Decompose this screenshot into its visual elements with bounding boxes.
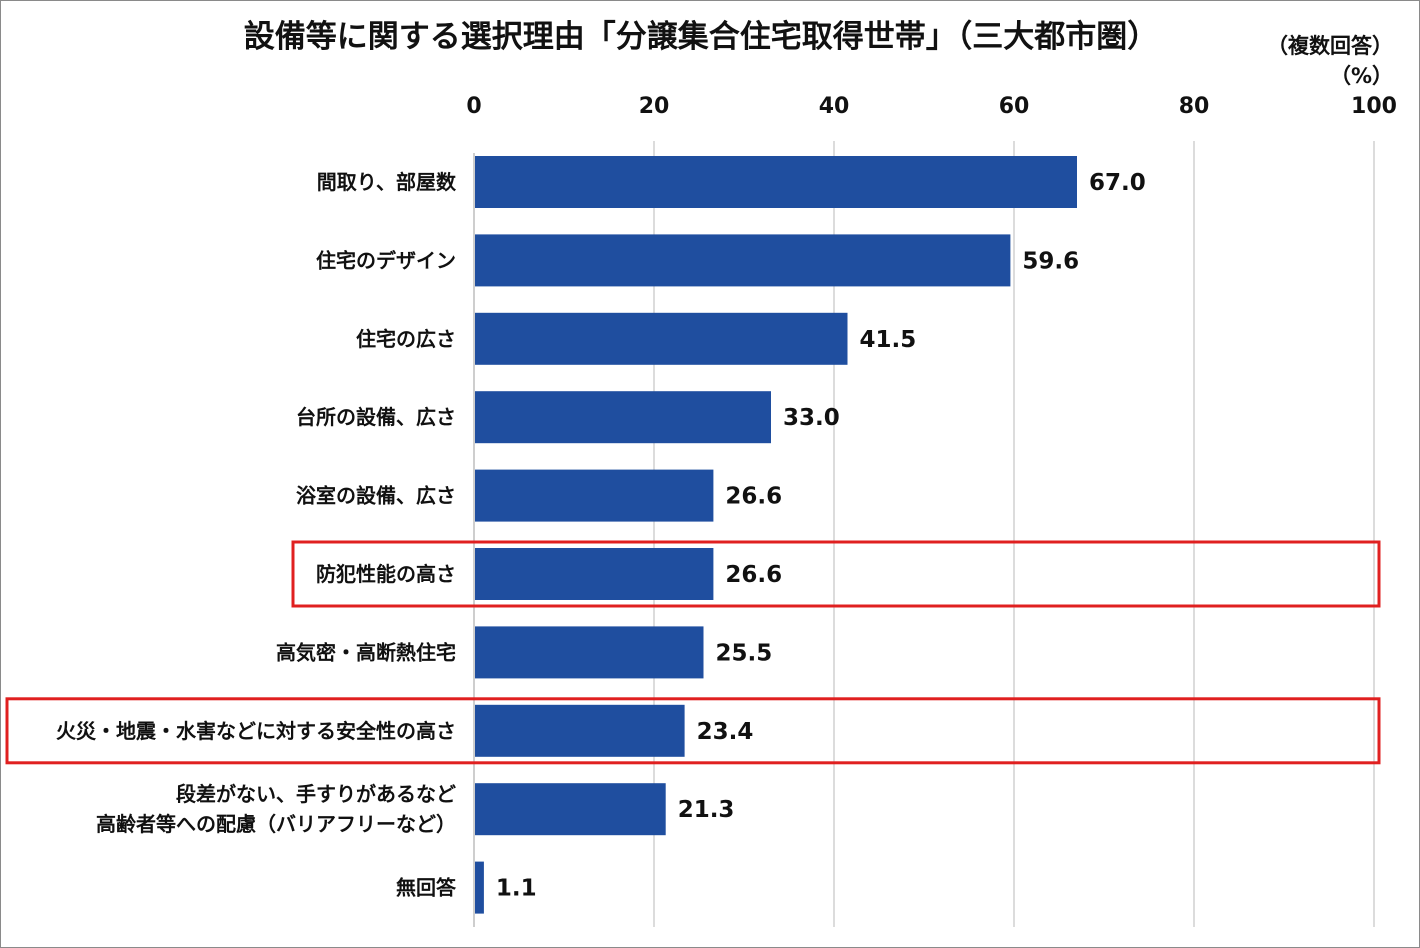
data-label: 67.0: [1089, 170, 1146, 196]
bar: [475, 469, 714, 522]
category-label: 高齢者等への配慮（バリアフリーなど）: [96, 812, 456, 836]
category-label: 火災・地震・水害などに対する安全性の高さ: [56, 719, 456, 743]
data-label: 26.6: [725, 484, 782, 510]
x-tick-label: 20: [639, 94, 670, 119]
category-label: 間取り、部屋数: [317, 170, 457, 194]
data-label: 25.5: [716, 640, 773, 666]
bar: [475, 704, 685, 757]
data-label: 21.3: [678, 797, 735, 823]
x-tick-label: 100: [1351, 94, 1397, 119]
category-label: 浴室の設備、広さ: [296, 484, 456, 508]
category-label: 段差がない、手すりがあるなど: [176, 782, 456, 806]
bar: [475, 626, 704, 679]
x-tick-label: 40: [819, 94, 850, 119]
multiple-answer-note: （複数回答）: [1267, 34, 1393, 58]
highlight-boxes: [5, 540, 1381, 765]
category-label: 台所の設備、広さ: [296, 405, 456, 429]
category-label: 住宅の広さ: [356, 327, 456, 351]
category-label: 高気密・高断熱住宅: [276, 640, 456, 664]
bar: [475, 783, 666, 836]
category-label: 住宅のデザイン: [316, 248, 456, 272]
data-label: 1.1: [496, 876, 537, 902]
data-label: 41.5: [860, 327, 917, 353]
x-tick-label: 60: [999, 94, 1030, 119]
x-tick-label: 0: [466, 94, 481, 119]
data-label: 33.0: [783, 405, 840, 431]
bar: [475, 156, 1077, 208]
category-labels: 間取り、部屋数住宅のデザイン住宅の広さ台所の設備、広さ浴室の設備、広さ防犯性能の…: [56, 170, 457, 900]
bar: [475, 391, 771, 444]
unit-label: （%）: [1330, 64, 1393, 88]
chart-title: 設備等に関する選択理由「分譲集合住宅取得世帯」（三大都市圏）: [244, 19, 1159, 55]
category-label: 防犯性能の高さ: [316, 562, 456, 586]
value-labels: 67.0 59.6 41.5 33.0 26.6 26.6 25.5 23.4 21.3 1.1: [496, 170, 1146, 902]
x-axis-ticks: 0 20 40 60 80 100: [466, 94, 1397, 119]
bars: [475, 156, 1077, 914]
highlight-box: [5, 697, 1381, 765]
bar: [475, 312, 848, 365]
bar: [475, 861, 484, 914]
category-label: 無回答: [396, 876, 457, 900]
data-label: 23.4: [697, 719, 754, 745]
x-tick-label: 80: [1179, 94, 1210, 119]
data-label: 26.6: [725, 562, 782, 588]
bar: [475, 234, 1011, 287]
highlight-box: [291, 540, 1381, 608]
data-label: 59.6: [1022, 248, 1079, 274]
bar: [475, 548, 714, 600]
